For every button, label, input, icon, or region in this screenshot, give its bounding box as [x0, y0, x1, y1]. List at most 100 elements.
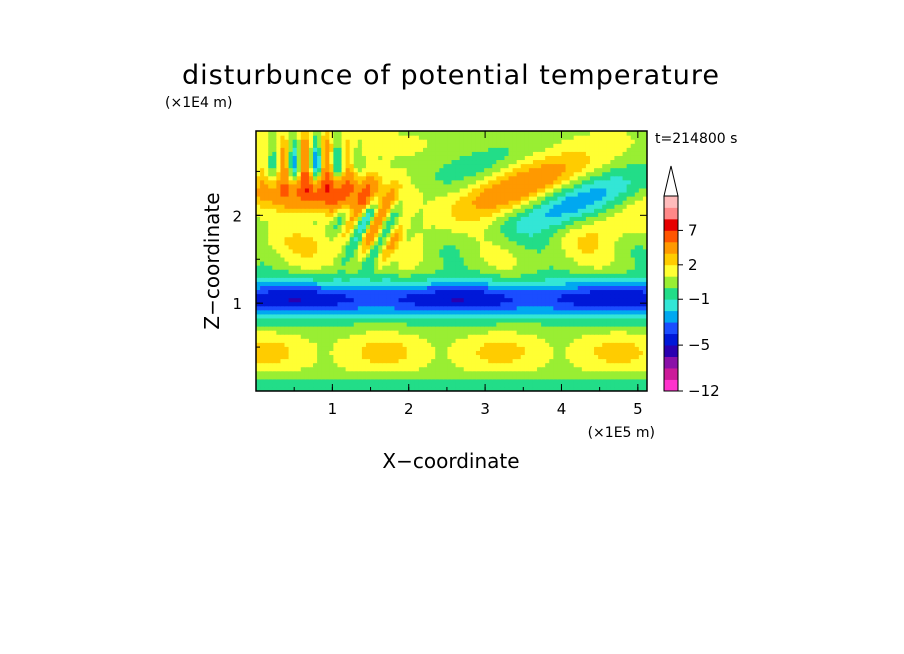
field-cell	[365, 200, 371, 205]
field-cell	[443, 179, 449, 185]
field-cell	[537, 362, 542, 368]
field-cell	[589, 370, 595, 376]
field-cell	[492, 220, 497, 226]
field-cell	[390, 366, 396, 372]
field-cell	[467, 366, 473, 372]
field-cell	[589, 346, 595, 351]
field-cell	[308, 293, 314, 299]
field-cell	[606, 224, 611, 230]
field-cell	[504, 301, 510, 307]
field-cell	[280, 277, 286, 282]
field-cell	[512, 346, 518, 351]
field-cell	[447, 317, 453, 323]
field-cell	[622, 224, 628, 230]
field-cell	[528, 350, 534, 356]
field-cell	[573, 326, 579, 331]
field-cell	[447, 378, 453, 384]
field-cell	[431, 216, 436, 221]
field-cell	[565, 350, 571, 356]
field-cell	[292, 293, 298, 299]
field-cell	[610, 362, 616, 368]
field-cell	[508, 289, 514, 295]
field-cell	[634, 354, 640, 360]
field-cell	[455, 248, 461, 254]
field-cell	[475, 293, 481, 299]
field-cell	[427, 293, 432, 299]
field-cell	[280, 183, 286, 189]
field-cell	[553, 358, 558, 364]
field-cell	[484, 301, 489, 307]
field-cell	[284, 183, 290, 189]
field-cell	[431, 362, 436, 368]
field-cell	[565, 228, 571, 234]
field-cell	[418, 338, 424, 343]
field-cell	[365, 326, 371, 331]
field-cell	[541, 208, 546, 213]
field-cell	[418, 232, 424, 238]
field-cell	[284, 273, 290, 278]
field-cell	[524, 187, 530, 193]
field-cell	[304, 273, 310, 278]
field-cell	[325, 216, 330, 221]
field-cell	[480, 252, 485, 258]
field-cell	[524, 252, 530, 258]
field-cell	[561, 244, 567, 250]
field-cell	[500, 346, 506, 351]
field-cell	[500, 317, 506, 323]
field-cell	[614, 346, 620, 351]
field-cell	[471, 240, 477, 246]
field-cell	[581, 208, 587, 213]
field-cell	[618, 386, 624, 391]
field-cell	[512, 358, 518, 364]
field-cell	[256, 301, 261, 307]
field-cell	[614, 313, 620, 319]
field-cell	[382, 216, 387, 221]
field-cell	[638, 256, 644, 262]
field-cell	[280, 334, 286, 339]
field-cell	[537, 208, 542, 213]
field-cell	[484, 317, 489, 323]
field-cell	[504, 342, 510, 347]
field-cell	[630, 285, 636, 291]
field-cell	[414, 338, 420, 343]
field-cell	[569, 289, 575, 295]
field-cell	[280, 382, 286, 388]
field-cell	[313, 183, 318, 189]
field-cell	[561, 183, 567, 189]
field-cell	[451, 305, 457, 311]
field-cell	[492, 305, 497, 311]
field-cell	[602, 305, 607, 311]
field-cell	[614, 326, 620, 331]
field-cell	[292, 191, 298, 197]
field-cell	[353, 248, 359, 254]
field-cell	[418, 334, 424, 339]
field-cell	[317, 200, 322, 205]
field-cell	[496, 232, 501, 238]
field-cell	[549, 183, 554, 189]
field-cell	[357, 228, 363, 234]
field-cell	[561, 208, 567, 213]
field-cell	[598, 386, 603, 391]
field-cell	[549, 236, 554, 242]
field-cell	[537, 305, 542, 311]
field-cell	[410, 305, 416, 311]
field-cell	[508, 265, 514, 270]
field-cell	[321, 301, 326, 307]
field-cell	[610, 212, 616, 217]
field-cell	[630, 236, 636, 242]
field-cell	[439, 366, 444, 372]
field-cell	[516, 330, 522, 335]
field-cell	[268, 321, 273, 327]
field-cell	[264, 179, 269, 185]
field-cell	[480, 321, 485, 327]
field-cell	[337, 240, 343, 246]
field-cell	[410, 338, 416, 343]
field-cell	[638, 354, 644, 360]
field-cell	[439, 265, 444, 270]
field-cell	[573, 370, 579, 376]
field-cell	[398, 265, 404, 270]
field-cell	[349, 281, 355, 286]
field-cell	[268, 358, 273, 364]
field-cell	[431, 200, 436, 205]
field-cell	[398, 183, 404, 189]
